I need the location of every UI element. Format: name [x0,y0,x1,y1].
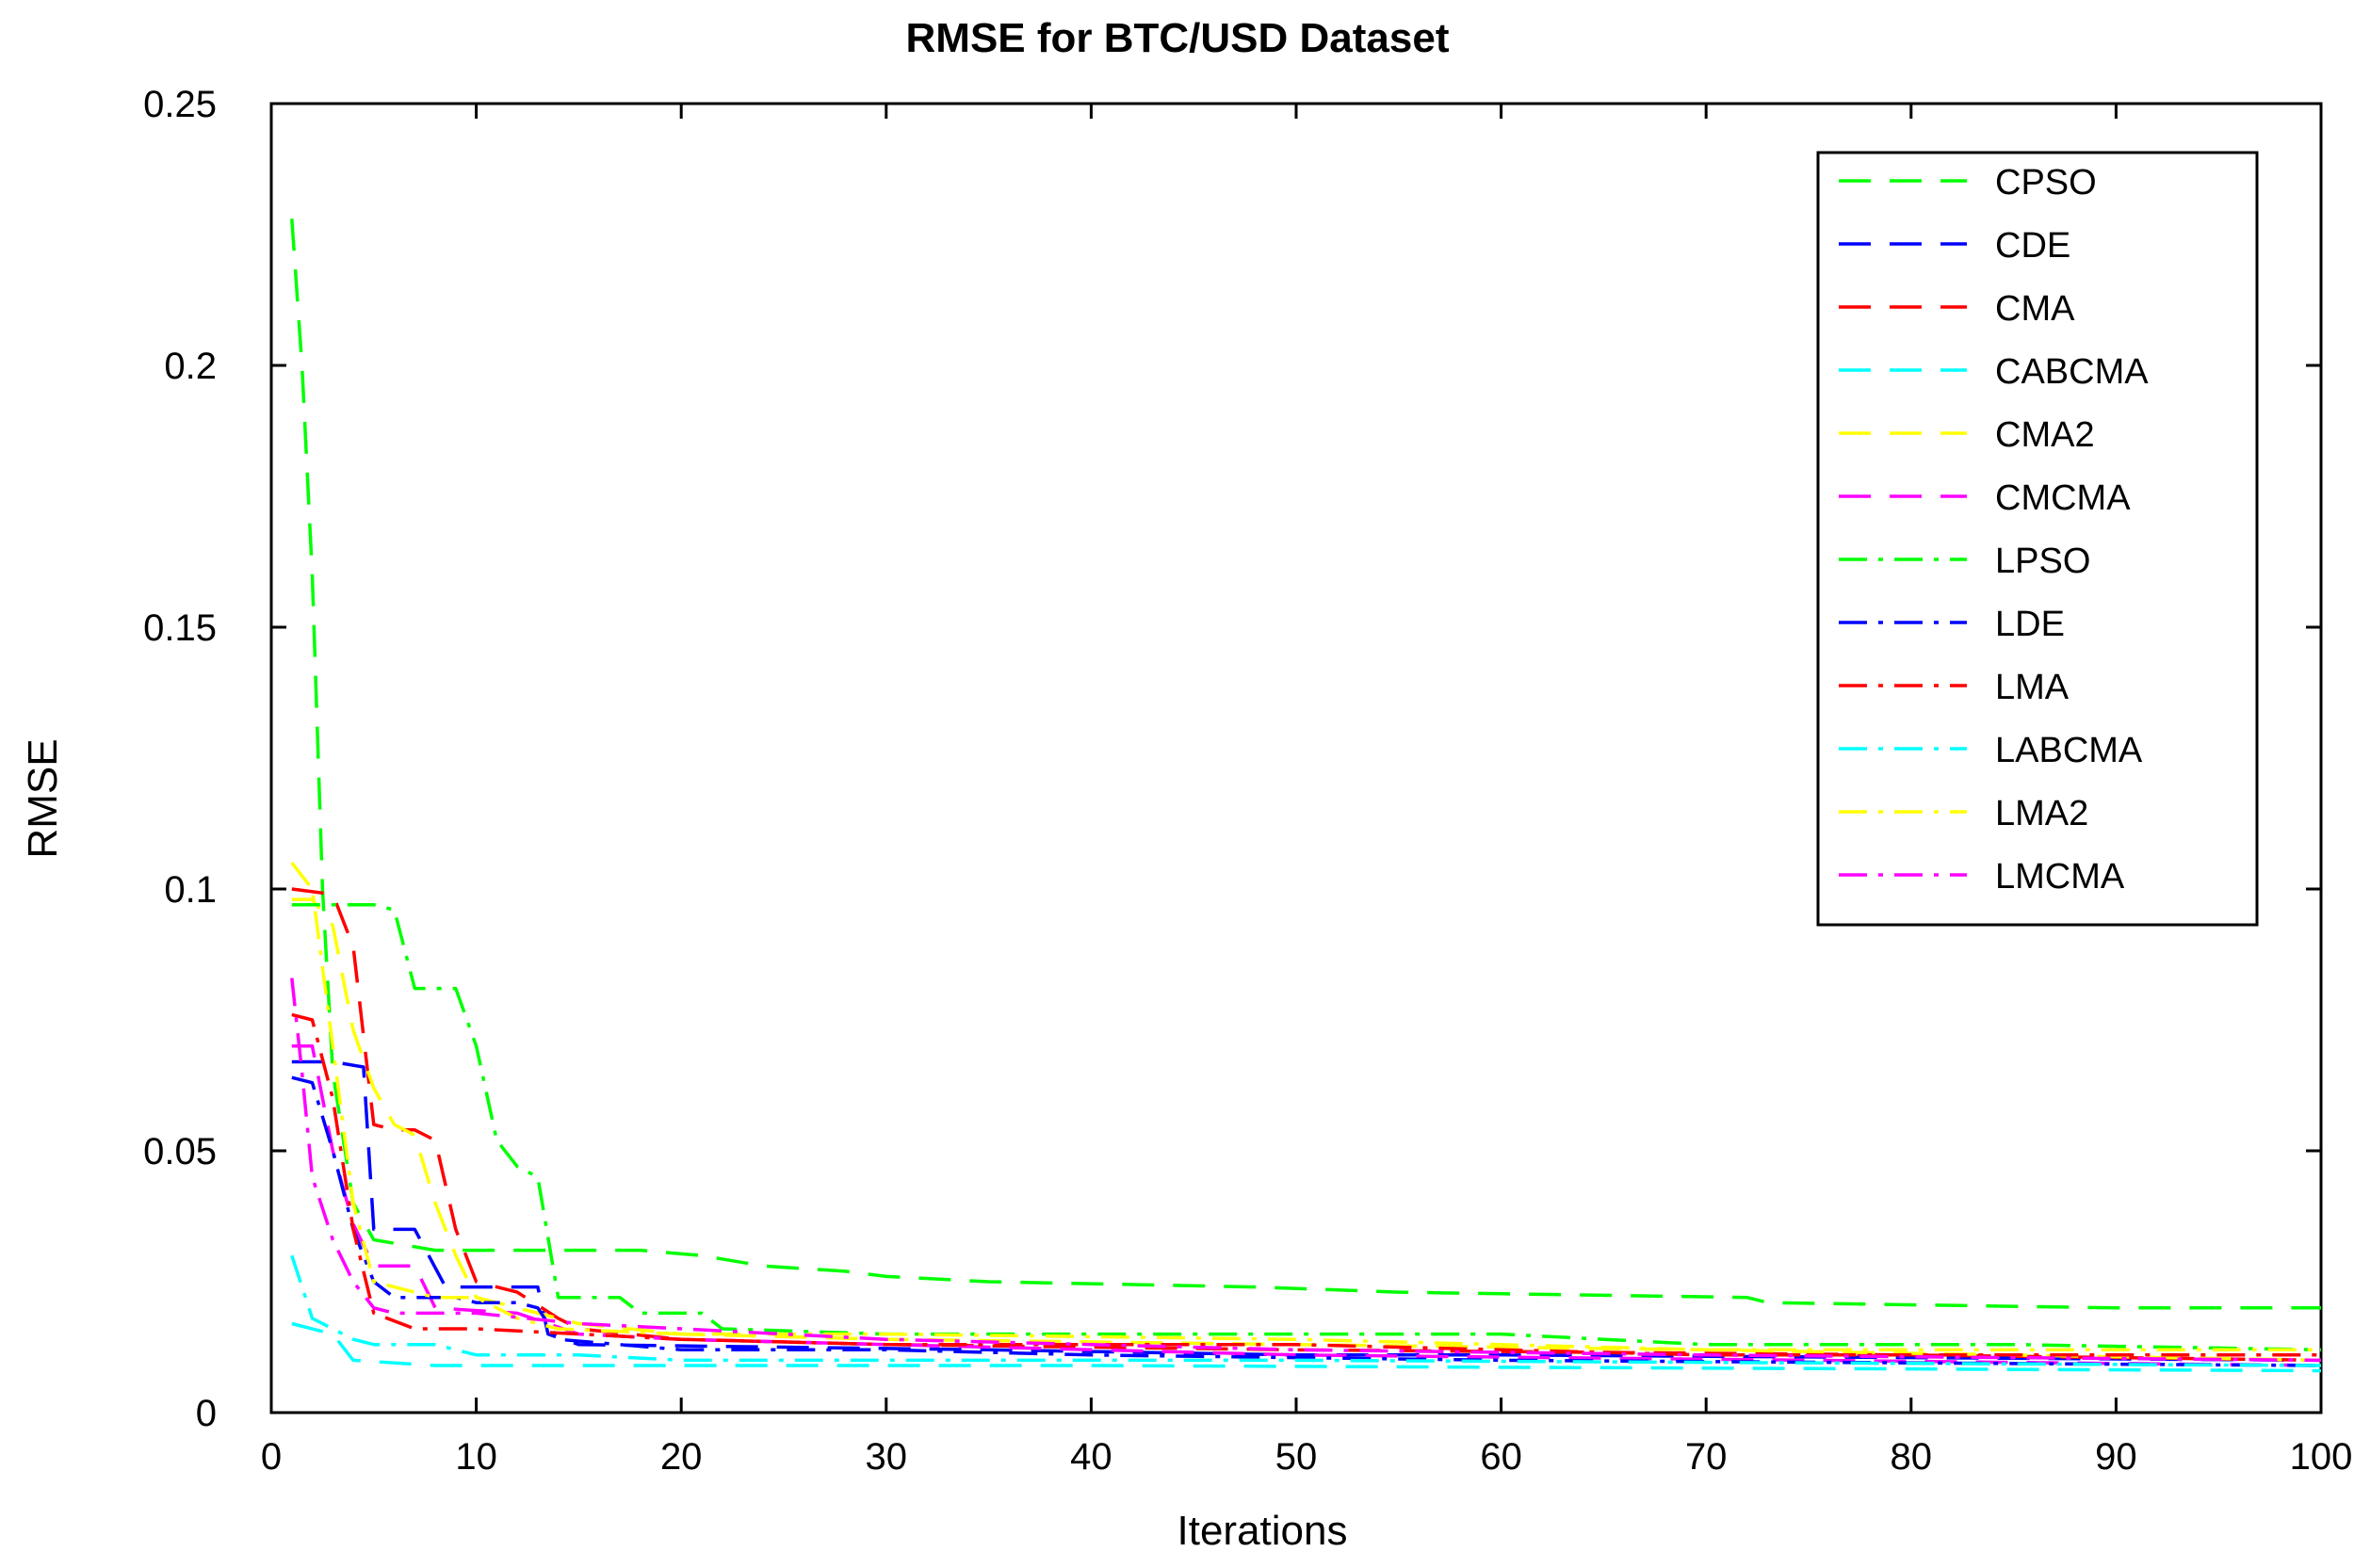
series-line-cde [291,1059,2321,1363]
x-tick-label: 40 [1070,1436,1112,1478]
legend-label-cmcma: CMCMA [1995,478,2131,518]
legend-label-lde: LDE [1995,605,2065,644]
axis-ticks: 0 10 20 30 40 50 60 70 80 90 100 0 0.05 0.1 0.15 0.2 0.2… [143,84,2352,1478]
legend-label-lpso: LPSO [1995,542,2090,581]
series-line-cma [291,887,2321,1363]
y-tick-label: 0.05 [143,1131,217,1172]
x-tick-label: 90 [2095,1436,2137,1478]
series-line-lde [291,1075,2321,1367]
legend-label-cma: CMA [1995,289,2075,329]
x-tick-label: 0 [261,1436,282,1478]
series-line-cma2 [291,897,2321,1363]
legend-label-lmcma: LMCMA [1995,857,2125,897]
y-tick-label: 0.2 [164,346,217,387]
x-tick-label: 100 [2290,1436,2353,1478]
x-axis-label: Iterations [1177,1508,1348,1554]
x-tick-label: 80 [1891,1436,1933,1478]
x-tick-label: 70 [1685,1436,1728,1478]
x-tick-label: 20 [660,1436,703,1478]
legend-label-labcma: LABCMA [1995,731,2143,770]
legend-items: CPSO CDE CMA CABCMA CMA2 CMCMA LPSO LDE LMA LABCM… [1839,163,2149,897]
series-line-cpso [290,218,2321,1310]
y-tick-label: 0 [196,1393,217,1434]
legend-label-cpso: CPSO [1995,163,2097,202]
series-line-lpso [291,902,2321,1352]
y-tick-label: 0.1 [164,869,217,911]
series-layer [290,218,2321,1373]
legend-label-cabcma: CABCMA [1995,352,2149,392]
y-axis-label: RMSE [20,738,66,858]
legend-label-lma: LMA [1995,668,2070,707]
legend-box [1816,151,2259,927]
series-line-lma2 [290,862,2321,1352]
legend-label-cde: CDE [1995,226,2070,266]
x-tick-label: 60 [1480,1436,1522,1478]
legend: CPSO CDE CMA CABCMA CMA2 CMCMA LPSO LDE LMA LABCM… [1816,151,2259,927]
x-tick-label: 10 [455,1436,497,1478]
y-tick-label: 0.25 [143,84,217,125]
x-tick-label: 50 [1275,1436,1318,1478]
legend-label-cma2: CMA2 [1995,415,2095,455]
legend-label-lma2: LMA2 [1995,794,2088,833]
series-line-cabcma [291,1321,2321,1373]
chart-title: RMSE for BTC/USD Dataset [906,15,1450,61]
y-tick-label: 0.15 [143,607,217,649]
x-tick-label: 30 [866,1436,908,1478]
plot-area: 0 10 20 30 40 50 60 70 80 90 100 0 0.05 0.1 0.15 0.2 0.2… [143,84,2352,1478]
series-line-lmcma [290,978,2321,1363]
